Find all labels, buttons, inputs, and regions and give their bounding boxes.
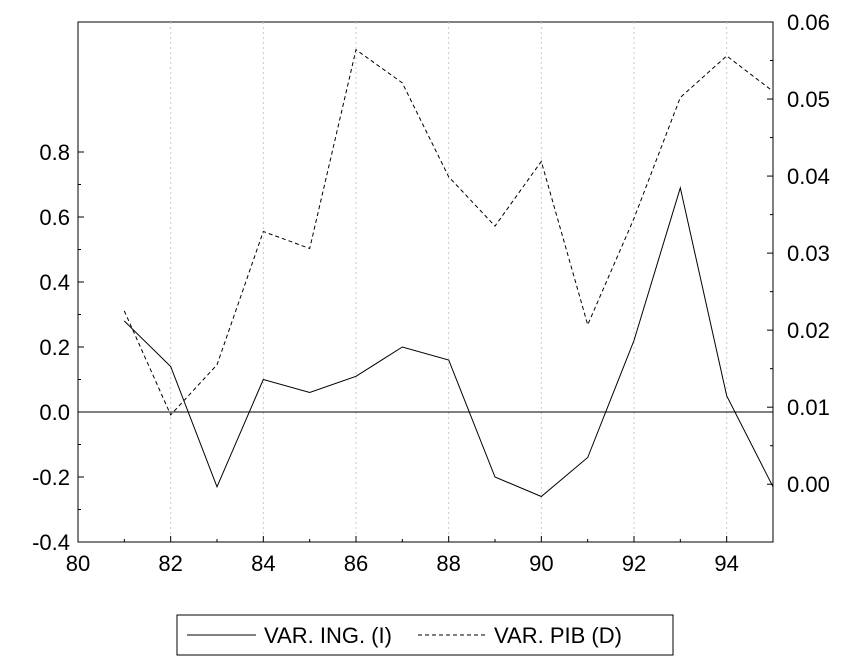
plot-frame xyxy=(77,21,774,543)
y-right-tick-label-0.06: 0.06 xyxy=(787,10,830,35)
y-right-tick-label-0.00: 0.00 xyxy=(787,472,830,497)
y-left-tick-label--0.4: -0.4 xyxy=(32,530,70,555)
y-left-tick-label--0.2: -0.2 xyxy=(32,465,70,490)
y-right-tick-label-0.03: 0.03 xyxy=(787,241,830,266)
y-right-tick-label-0.05: 0.05 xyxy=(787,87,830,112)
legend-label-pib: VAR. PIB (D) xyxy=(494,623,622,648)
grid xyxy=(170,22,728,542)
y-left-tick-label-0.6: 0.6 xyxy=(39,205,70,230)
x-tick-label-82: 82 xyxy=(158,551,182,576)
y-left-tick-label-0.8: 0.8 xyxy=(39,140,70,165)
x-tick-label-86: 86 xyxy=(344,551,368,576)
x-tick-label-90: 90 xyxy=(529,551,553,576)
y-left-tick-label-0.4: 0.4 xyxy=(39,270,70,295)
legend-label-ing: VAR. ING. (I) xyxy=(264,623,392,648)
legend: VAR. ING. (I) VAR. PIB (D) xyxy=(176,614,674,656)
y-left-tick-label-0.2: 0.2 xyxy=(39,335,70,360)
y-left-tick-label-0.0: 0.0 xyxy=(39,400,70,425)
x-tick-label-88: 88 xyxy=(436,551,460,576)
x-axis: 80 82 84 86 88 90 92 94 xyxy=(66,536,739,576)
y-axis-left: -0.4 -0.2 0.0 0.2 0.4 0.6 0.8 xyxy=(32,140,84,555)
y-axis-right: 0.00 0.01 0.02 0.03 0.04 0.05 0.06 xyxy=(767,10,830,497)
series-line-var-ing xyxy=(123,185,774,498)
y-right-tick-label-0.04: 0.04 xyxy=(787,164,830,189)
y-right-tick-label-0.02: 0.02 xyxy=(787,318,830,343)
x-tick-label-84: 84 xyxy=(251,551,275,576)
x-tick-label-94: 94 xyxy=(714,551,738,576)
series-group xyxy=(123,48,774,498)
y-right-tick-label-0.01: 0.01 xyxy=(787,395,830,420)
series-line-var-pib xyxy=(123,48,774,416)
x-tick-label-92: 92 xyxy=(622,551,646,576)
x-tick-label-80: 80 xyxy=(66,551,90,576)
